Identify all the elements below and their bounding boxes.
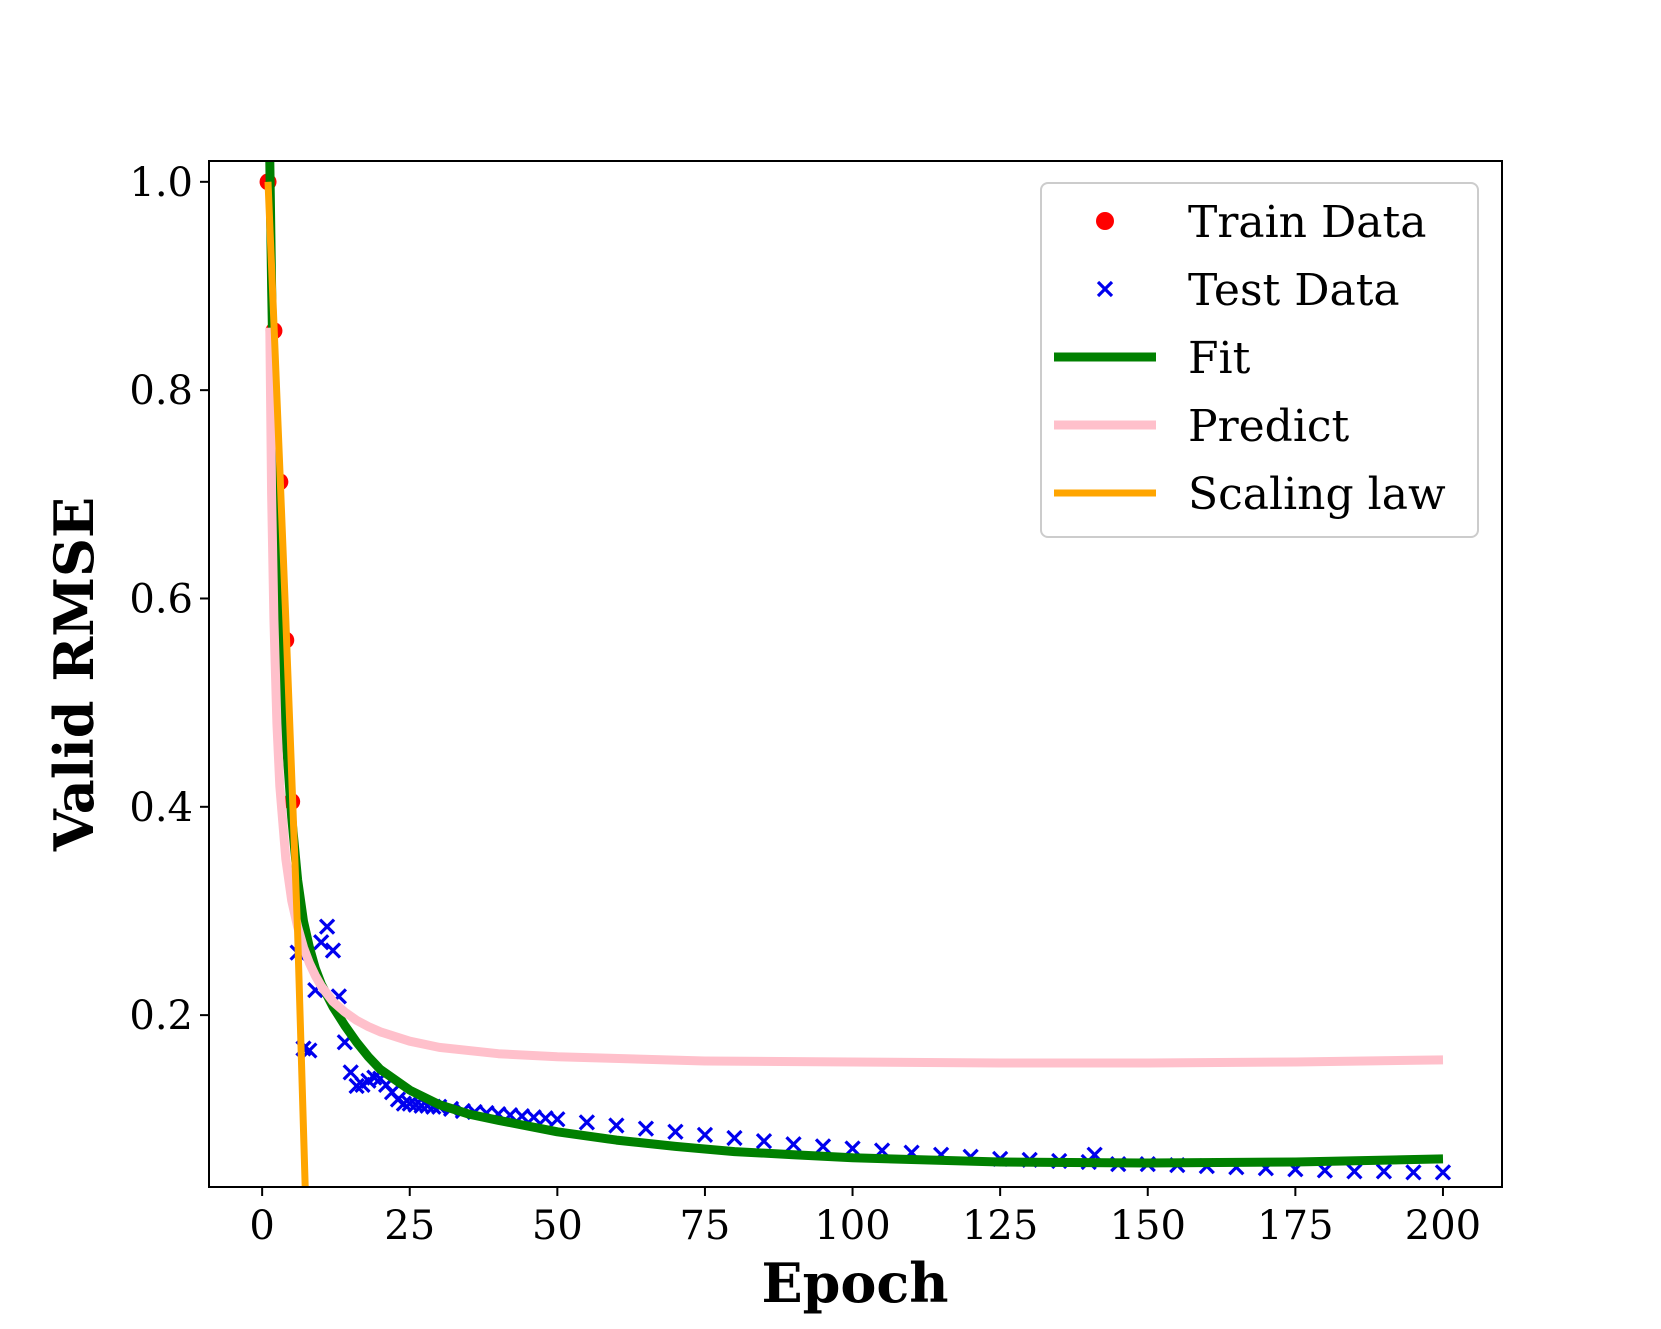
- y-axis-title: Valid RMSE: [42, 497, 106, 852]
- test-data-point: [1375, 1163, 1393, 1180]
- test-data-point: [637, 1120, 655, 1137]
- test-data-point: [608, 1117, 625, 1134]
- legend-label-fit: Fit: [1188, 333, 1251, 384]
- legend-frame: [1040, 182, 1479, 538]
- test-data-point: [1346, 1163, 1363, 1180]
- test-data-point: [318, 918, 336, 935]
- y-axis: 0.2 0.4 0.6 0.8 1.0: [129, 160, 209, 1039]
- test-data-point: [755, 1133, 773, 1150]
- x-tick-label: 125: [962, 1203, 1038, 1249]
- y-tick-label: 0.6: [129, 576, 193, 622]
- legend-label-scaling-law: Scaling law: [1188, 469, 1446, 520]
- test-data-point: [1405, 1164, 1422, 1181]
- test-data-point: [696, 1126, 714, 1144]
- test-data-point: [814, 1138, 832, 1155]
- test-data-point: [578, 1114, 595, 1131]
- x-tick-label: 0: [249, 1203, 274, 1249]
- y-tick-label: 0.2: [129, 993, 193, 1039]
- legend-marker-test-data: [1096, 280, 1114, 298]
- y-tick-label: 0.4: [129, 785, 193, 831]
- x-tick-label: 100: [814, 1203, 890, 1249]
- x-tick-label: 50: [532, 1203, 583, 1249]
- legend-label-predict: Predict: [1188, 401, 1350, 452]
- y-tick-label: 0.8: [129, 368, 193, 414]
- scaling-law-line: [264, 181, 309, 1187]
- x-tick-label: 200: [1405, 1203, 1481, 1249]
- legend-marker-train-data: [1096, 212, 1114, 230]
- plot-area-frame: [208, 160, 1503, 1188]
- test-data-point: [726, 1129, 743, 1147]
- predict-line: [265, 327, 1444, 1068]
- test-data-point: [1434, 1164, 1452, 1181]
- legend: Train Data Test Data Fit Predict Scaling law: [1040, 182, 1479, 538]
- legend-label-train-data: Train Data: [1188, 197, 1426, 248]
- test-data-point: [313, 934, 330, 951]
- fit-line: [265, 161, 1444, 1168]
- x-tick-label: 75: [679, 1203, 730, 1249]
- test-data-point: [324, 942, 342, 959]
- x-tick-label: 25: [384, 1203, 435, 1249]
- test-data-point: [785, 1136, 802, 1153]
- series-layer: [259, 161, 1452, 1187]
- y-tick-label: 1.0: [129, 160, 193, 206]
- x-axis: 0 25 50 75 100 125 150 175 200: [249, 1187, 1481, 1249]
- test-data-point: [549, 1111, 566, 1128]
- x-tick-label: 150: [1110, 1203, 1186, 1249]
- test-data-point: [348, 1077, 365, 1095]
- legend-label-test-data: Test Data: [1188, 265, 1400, 316]
- test-data-point: [342, 1064, 359, 1081]
- x-tick-label: 175: [1257, 1203, 1333, 1249]
- x-axis-title: Epoch: [761, 1251, 948, 1315]
- test-data-point: [667, 1123, 684, 1140]
